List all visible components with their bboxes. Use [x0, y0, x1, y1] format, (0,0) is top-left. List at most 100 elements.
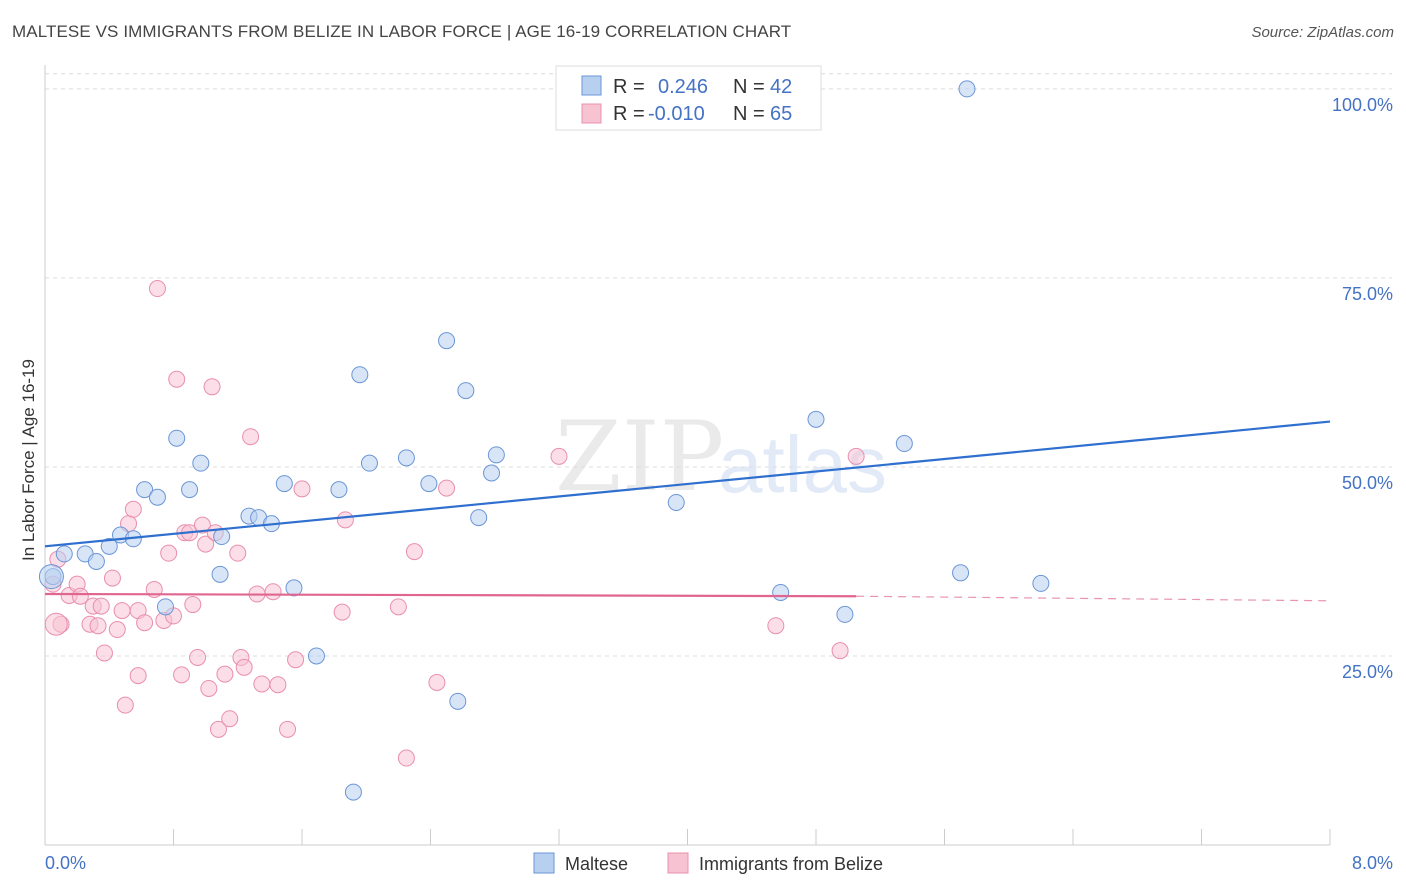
point-belize-16: [124, 500, 142, 518]
point-maltese-29: [457, 382, 475, 400]
point-maltese-22: [344, 783, 362, 801]
y-tick-label-1: 50.0%: [1342, 473, 1393, 493]
point-belize-9: [92, 597, 110, 615]
x-tick-label-1: 8.0%: [1352, 853, 1393, 873]
legend-n-label-1: N =: [733, 76, 765, 98]
point-belize-31: [193, 516, 211, 534]
point-belize-59: [831, 642, 849, 660]
grid: [45, 73, 1392, 657]
point-belize-52: [389, 598, 407, 616]
point-maltese-3: [87, 552, 105, 570]
point-belize-46: [269, 676, 287, 694]
point-maltese-26: [420, 475, 438, 493]
point-belize-54: [405, 543, 423, 561]
point-maltese-30: [470, 509, 488, 527]
watermark-atlas: atlas: [718, 420, 887, 509]
trend-belize: [44, 592, 857, 598]
y-tick-label-3: 100.0%: [1332, 95, 1393, 115]
point-maltese-11: [181, 481, 199, 499]
legend-r-label-2: R =: [613, 103, 645, 125]
chart-source: Source: ZipAtlas.com: [1251, 24, 1394, 41]
point-belize-14: [116, 696, 134, 714]
point-maltese-8: [148, 488, 166, 506]
point-maltese-13: [213, 528, 231, 546]
point-maltese-35: [807, 410, 825, 428]
point-belize-55: [428, 673, 446, 691]
point-maltese-7: [136, 481, 154, 499]
point-belize-26: [173, 666, 191, 684]
point-belize-36: [209, 720, 227, 738]
point-maltese-14: [211, 565, 229, 583]
point-maltese-40: [1032, 574, 1050, 592]
bottom-legend-swatch-maltese: [533, 852, 555, 874]
top-legend: R = 0.246 N = 42 R = -0.010 N = 65: [555, 65, 822, 131]
point-belize-48: [287, 651, 305, 669]
point-belize-47: [279, 720, 297, 738]
point-belize-23: [160, 544, 178, 562]
point-belize-58: [767, 617, 785, 635]
point-maltese-34: [772, 583, 790, 601]
legend-swatch-belize: [581, 103, 602, 124]
point-maltese-25: [397, 449, 415, 467]
point-maltese-32: [487, 446, 505, 464]
legend-r-label-1: R =: [613, 76, 645, 98]
point-belize-13: [113, 602, 131, 620]
point-maltese-39: [958, 80, 976, 98]
point-maltese-23: [351, 366, 369, 384]
trend-lines: [44, 420, 1331, 602]
x-tick-labels: 0.0% 8.0%: [45, 853, 1393, 873]
point-maltese-19: [285, 579, 303, 597]
point-belize-32: [197, 535, 215, 553]
point-maltese-28: [449, 692, 467, 710]
point-belize-37: [216, 665, 234, 683]
point-maltese-38: [952, 564, 970, 582]
point-maltese-21: [330, 481, 348, 499]
point-belize-49: [293, 480, 311, 498]
point-belize-19: [136, 614, 154, 632]
point-maltese-10: [168, 429, 186, 447]
point-belize-38: [221, 710, 239, 728]
point-belize-21: [148, 280, 166, 298]
point-belize-11: [103, 569, 121, 587]
point-maltese-18: [275, 475, 293, 493]
point-belize-60: [847, 447, 865, 465]
point-belize-10: [95, 644, 113, 662]
point-maltese-36: [836, 605, 854, 623]
point-belize-12: [108, 621, 126, 639]
y-tick-label-0: 25.0%: [1342, 662, 1393, 682]
y-tick-label-2: 75.0%: [1342, 284, 1393, 304]
point-belize-39: [229, 544, 247, 562]
point-belize-cluster: [44, 612, 68, 636]
y-axis-title: In Labor Force | Age 16-19: [19, 359, 38, 561]
bottom-legend-swatch-belize: [667, 852, 689, 874]
point-belize-5: [71, 587, 89, 605]
point-belize-53: [397, 749, 415, 767]
point-maltese-4: [100, 537, 118, 555]
point-belize-8: [89, 617, 107, 635]
trend-belize-extension: [856, 595, 1331, 602]
point-belize-45: [264, 583, 282, 601]
point-belize-34: [203, 378, 221, 396]
point-belize-50: [333, 603, 351, 621]
chart-title: MALTESE VS IMMIGRANTS FROM BELIZE IN LAB…: [12, 22, 792, 41]
point-maltese-33: [667, 493, 685, 511]
point-maltese-20: [307, 647, 325, 665]
point-belize-57: [550, 447, 568, 465]
point-belize-18: [129, 667, 147, 685]
point-belize-25: [168, 370, 186, 388]
point-belize-29: [184, 596, 202, 614]
series-belize-points: [44, 280, 865, 767]
bottom-legend-label-belize: Immigrants from Belize: [699, 854, 883, 874]
bottom-legend-label-maltese: Maltese: [565, 854, 628, 874]
point-belize-44: [253, 675, 271, 693]
point-maltese-24: [360, 454, 378, 472]
y-tick-labels: 25.0% 50.0% 75.0% 100.0%: [1332, 95, 1393, 682]
point-maltese-cluster: [38, 564, 64, 590]
legend-swatch-maltese: [581, 75, 602, 96]
point-maltese-12: [192, 454, 210, 472]
point-belize-41: [235, 658, 253, 676]
legend-r-value-1: 0.246: [658, 76, 708, 98]
point-belize-56: [438, 479, 456, 497]
legend-n-label-2: N =: [733, 103, 765, 125]
